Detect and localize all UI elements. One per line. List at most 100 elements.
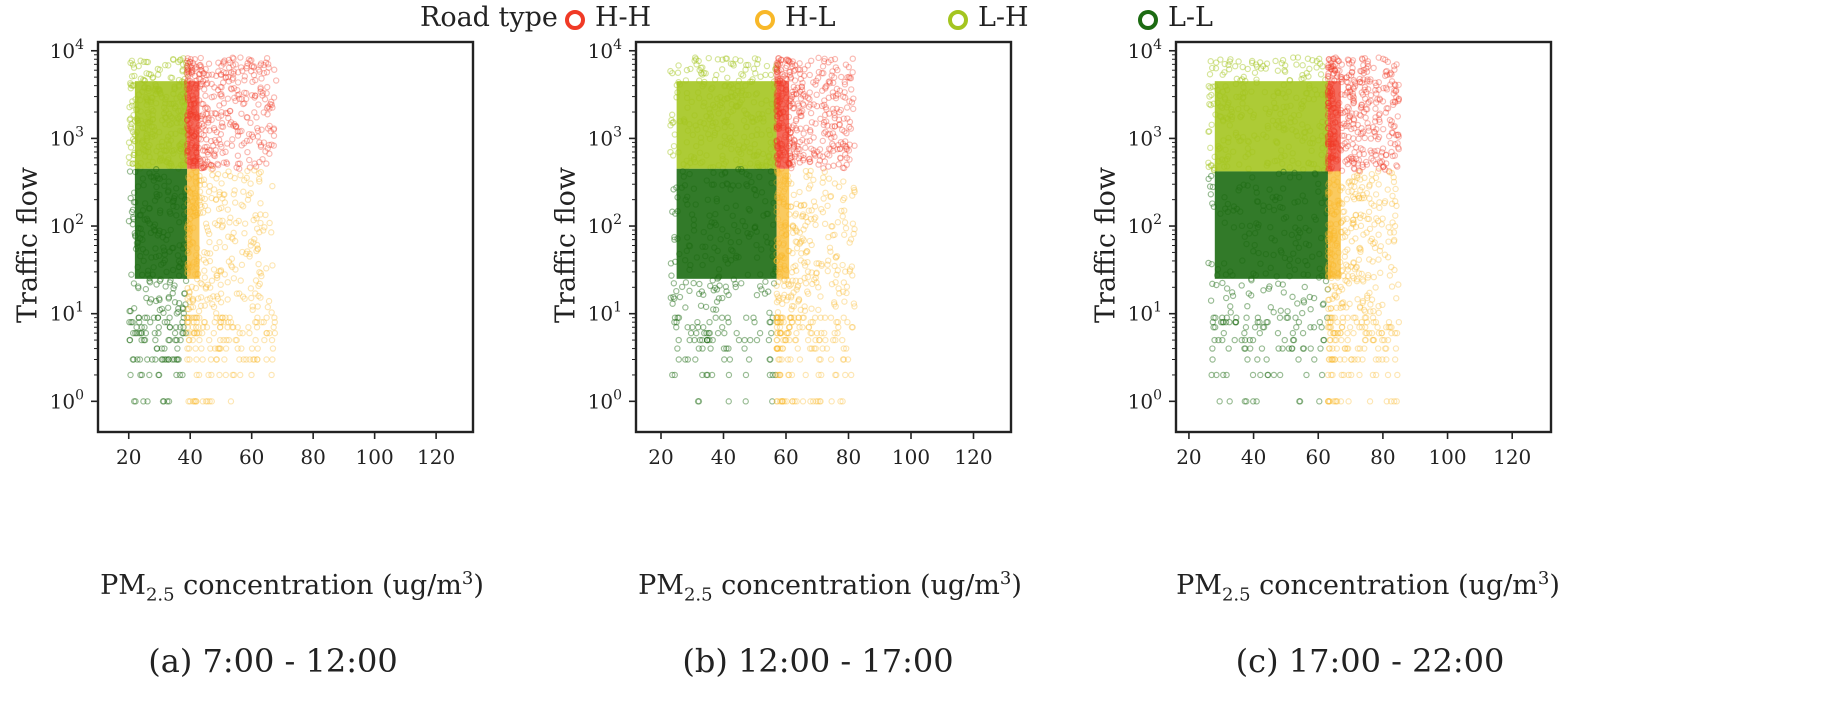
data-point bbox=[775, 268, 782, 276]
data-point bbox=[816, 157, 824, 164]
data-point bbox=[167, 113, 174, 120]
data-point bbox=[758, 286, 765, 293]
y-tick-label: 104 bbox=[50, 37, 84, 63]
data-point bbox=[751, 224, 758, 231]
data-point bbox=[775, 150, 783, 157]
data-point bbox=[1383, 356, 1390, 363]
data-point bbox=[667, 122, 674, 129]
x-tick-label: 100 bbox=[892, 445, 930, 469]
data-point bbox=[690, 227, 698, 234]
data-point bbox=[1324, 235, 1332, 243]
data-point bbox=[836, 120, 843, 128]
data-point bbox=[158, 142, 166, 150]
data-point bbox=[800, 226, 807, 233]
data-point bbox=[1328, 153, 1336, 161]
data-point bbox=[773, 66, 781, 73]
data-point bbox=[711, 131, 718, 139]
x-tick-label: 80 bbox=[300, 445, 325, 469]
data-point bbox=[1207, 101, 1214, 109]
data-point bbox=[777, 314, 784, 321]
data-point bbox=[1379, 164, 1387, 171]
data-point bbox=[228, 69, 235, 76]
data-point bbox=[703, 177, 710, 184]
data-point bbox=[702, 125, 709, 132]
data-point bbox=[175, 263, 183, 271]
data-point bbox=[831, 123, 839, 130]
data-point bbox=[211, 136, 219, 144]
data-point bbox=[1328, 256, 1335, 263]
data-point bbox=[1393, 295, 1400, 302]
data-point bbox=[247, 285, 255, 292]
data-point bbox=[191, 102, 198, 109]
data-point bbox=[139, 145, 147, 153]
data-point bbox=[256, 68, 263, 75]
data-point bbox=[824, 202, 831, 210]
data-point bbox=[1355, 270, 1363, 277]
data-point bbox=[265, 141, 273, 149]
data-point bbox=[1219, 279, 1226, 287]
data-point bbox=[1381, 336, 1388, 344]
data-point bbox=[753, 336, 761, 344]
data-point bbox=[1331, 139, 1338, 146]
data-point bbox=[184, 186, 191, 193]
data-point bbox=[777, 66, 785, 74]
data-point bbox=[1232, 131, 1240, 139]
data-point bbox=[848, 86, 855, 93]
data-point bbox=[184, 71, 191, 78]
data-point bbox=[126, 336, 134, 344]
data-point bbox=[1306, 293, 1313, 301]
data-point bbox=[1251, 324, 1259, 331]
data-point bbox=[252, 92, 259, 100]
data-point bbox=[733, 252, 740, 260]
data-point bbox=[734, 102, 742, 110]
data-point bbox=[1381, 72, 1389, 80]
data-point bbox=[675, 356, 682, 363]
data-point bbox=[165, 336, 172, 344]
data-point bbox=[804, 62, 812, 69]
data-point bbox=[801, 262, 809, 269]
data-point bbox=[1332, 139, 1340, 146]
data-point bbox=[266, 329, 273, 337]
data-point bbox=[670, 186, 677, 193]
data-point bbox=[843, 145, 851, 153]
data-point bbox=[1389, 101, 1397, 109]
data-point bbox=[837, 138, 845, 146]
data-point bbox=[181, 75, 188, 83]
data-point bbox=[189, 295, 196, 303]
data-point bbox=[738, 150, 745, 158]
data-point bbox=[175, 107, 182, 115]
data-point bbox=[1325, 231, 1332, 238]
data-point bbox=[758, 246, 765, 253]
data-point bbox=[1302, 90, 1310, 97]
data-point bbox=[193, 149, 200, 156]
data-point bbox=[1294, 257, 1302, 264]
data-point bbox=[191, 201, 198, 208]
data-point bbox=[1254, 198, 1262, 205]
data-point bbox=[798, 238, 805, 245]
data-point bbox=[714, 125, 721, 132]
data-point bbox=[1380, 163, 1387, 170]
data-point bbox=[1227, 303, 1234, 310]
data-point bbox=[175, 58, 182, 66]
data-point bbox=[242, 89, 250, 97]
data-point bbox=[162, 100, 169, 107]
data-point bbox=[245, 191, 252, 199]
data-point bbox=[1329, 120, 1336, 127]
data-point bbox=[248, 131, 255, 138]
data-point bbox=[700, 291, 707, 298]
data-point bbox=[227, 318, 235, 326]
data-point bbox=[189, 198, 196, 205]
data-point bbox=[1395, 81, 1402, 89]
data-point bbox=[167, 74, 174, 81]
data-point bbox=[1305, 73, 1312, 80]
data-point bbox=[186, 336, 193, 344]
data-point bbox=[1339, 318, 1347, 326]
data-point bbox=[747, 160, 754, 167]
data-point bbox=[188, 314, 195, 321]
data-point bbox=[756, 115, 764, 122]
data-point bbox=[179, 97, 186, 105]
data-point bbox=[1223, 163, 1231, 170]
data-point bbox=[1395, 281, 1402, 288]
data-point bbox=[180, 161, 188, 169]
data-point bbox=[783, 329, 790, 337]
